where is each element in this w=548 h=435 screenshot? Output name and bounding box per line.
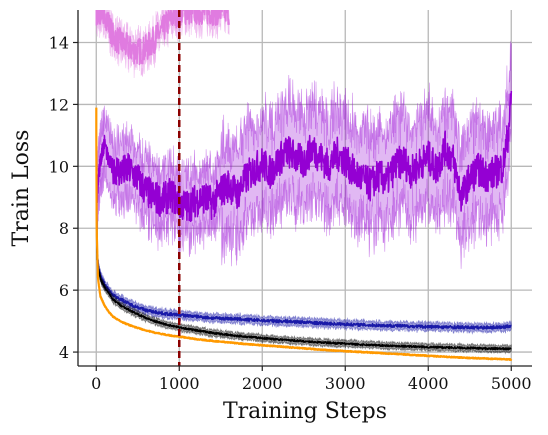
series-4-line: [95, 107, 513, 361]
x-tick-label: 1000: [159, 374, 200, 393]
y-tick-labels: 4 6 8 10 12 14: [49, 34, 69, 363]
series-1-line: [95, 90, 513, 222]
series-2-line: [95, 160, 512, 330]
x-tick-label: 4000: [408, 374, 449, 393]
series-3-line: [95, 166, 512, 351]
y-tick-label: 12: [49, 95, 69, 114]
series-2-band: [96, 156, 512, 335]
x-tick-label: 5000: [491, 374, 532, 393]
x-tick-labels: 0 1000 2000 3000 4000 5000: [91, 374, 531, 393]
series-0-line: [95, 10, 230, 66]
y-tick-label: 6: [59, 281, 69, 300]
x-tick-label: 2000: [242, 374, 283, 393]
y-tick-label: 14: [49, 34, 69, 53]
y-tick-label: 4: [59, 343, 69, 362]
y-axis-label: Train Loss: [9, 130, 34, 247]
x-tick-label: 3000: [325, 374, 366, 393]
x-tick-label: 0: [91, 374, 101, 393]
axes: [73, 10, 532, 371]
y-tick-label: 10: [49, 157, 69, 176]
x-axis-label: Training Steps: [223, 399, 387, 424]
series-layer: [95, 10, 513, 361]
y-tick-label: 8: [59, 219, 69, 238]
series-3-band: [96, 164, 512, 355]
